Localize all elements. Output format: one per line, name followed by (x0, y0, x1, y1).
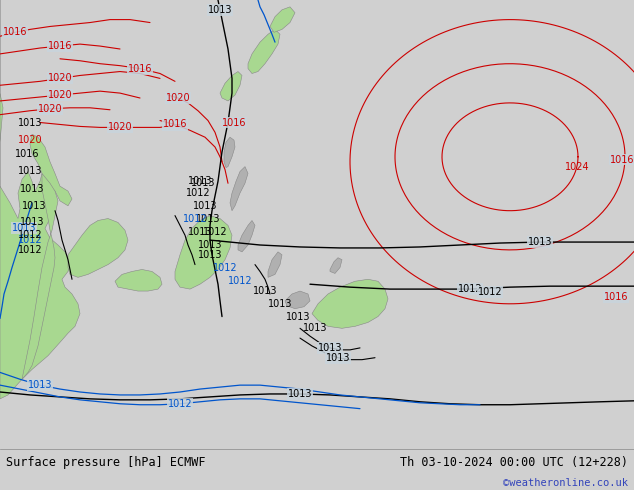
Polygon shape (220, 72, 242, 101)
Text: 1012: 1012 (212, 263, 237, 272)
Text: 1013: 1013 (268, 299, 292, 309)
Text: 1013: 1013 (20, 184, 44, 194)
Text: 1020: 1020 (108, 122, 133, 132)
Text: 1012: 1012 (186, 188, 210, 198)
Text: 1016: 1016 (15, 149, 39, 159)
Text: 1020: 1020 (165, 93, 190, 103)
Polygon shape (268, 252, 282, 277)
Polygon shape (312, 279, 388, 328)
Text: 1020: 1020 (48, 74, 72, 83)
Text: 1013: 1013 (318, 343, 342, 353)
Polygon shape (330, 258, 342, 273)
Text: 1013: 1013 (303, 323, 327, 333)
Text: 1012: 1012 (18, 230, 42, 240)
Text: 1012: 1012 (203, 227, 228, 237)
Text: Th 03-10-2024 00:00 UTC (12+228): Th 03-10-2024 00:00 UTC (12+228) (399, 456, 628, 469)
Text: 1013: 1013 (190, 178, 215, 188)
Text: 1013: 1013 (28, 380, 52, 390)
Text: 1016: 1016 (48, 41, 72, 51)
Text: 1016: 1016 (3, 27, 27, 37)
Text: Surface pressure [hPa] ECMWF: Surface pressure [hPa] ECMWF (6, 456, 206, 469)
Text: 1013: 1013 (286, 312, 310, 321)
Text: 1016: 1016 (222, 118, 247, 127)
Text: 1020: 1020 (18, 135, 42, 145)
Text: 1013: 1013 (12, 223, 36, 233)
Text: 1012: 1012 (18, 245, 42, 255)
Text: 1012: 1012 (458, 284, 482, 294)
Text: 1013: 1013 (18, 167, 42, 176)
Text: 1012: 1012 (18, 235, 42, 245)
Text: 1013: 1013 (253, 286, 277, 296)
Text: 1016: 1016 (163, 120, 187, 129)
Text: 1013: 1013 (188, 176, 212, 186)
Text: 1013: 1013 (288, 389, 313, 399)
Text: 1013: 1013 (527, 237, 552, 247)
Text: 1013: 1013 (326, 353, 350, 363)
Polygon shape (115, 270, 162, 291)
Text: 1013: 1013 (18, 118, 42, 127)
Text: 1013: 1013 (188, 227, 212, 237)
Polygon shape (270, 7, 295, 32)
Text: 1013: 1013 (20, 218, 44, 227)
Polygon shape (68, 219, 128, 277)
Polygon shape (0, 0, 80, 399)
Polygon shape (285, 291, 310, 309)
Polygon shape (238, 220, 255, 252)
Polygon shape (22, 173, 58, 379)
Polygon shape (230, 167, 248, 211)
Text: 1013: 1013 (198, 240, 223, 250)
Polygon shape (248, 29, 280, 74)
Text: 1013: 1013 (196, 214, 220, 223)
Text: 1012: 1012 (477, 287, 502, 297)
Text: 1024: 1024 (565, 162, 590, 172)
Text: 1013: 1013 (198, 250, 223, 260)
Text: 1013: 1013 (208, 5, 232, 15)
Text: 1016: 1016 (604, 292, 628, 302)
Text: ©weatheronline.co.uk: ©weatheronline.co.uk (503, 478, 628, 489)
Polygon shape (175, 216, 232, 289)
Text: 1013: 1013 (22, 201, 46, 211)
Text: 1016: 1016 (127, 64, 152, 74)
Text: 1016: 1016 (609, 155, 634, 165)
Text: 1012: 1012 (167, 399, 192, 409)
Text: 1020: 1020 (37, 104, 62, 114)
Text: 1013: 1013 (193, 201, 217, 211)
Text: 1012: 1012 (228, 276, 252, 286)
Text: 1012: 1012 (183, 214, 207, 223)
Text: 1020: 1020 (48, 90, 72, 100)
Polygon shape (224, 137, 235, 168)
